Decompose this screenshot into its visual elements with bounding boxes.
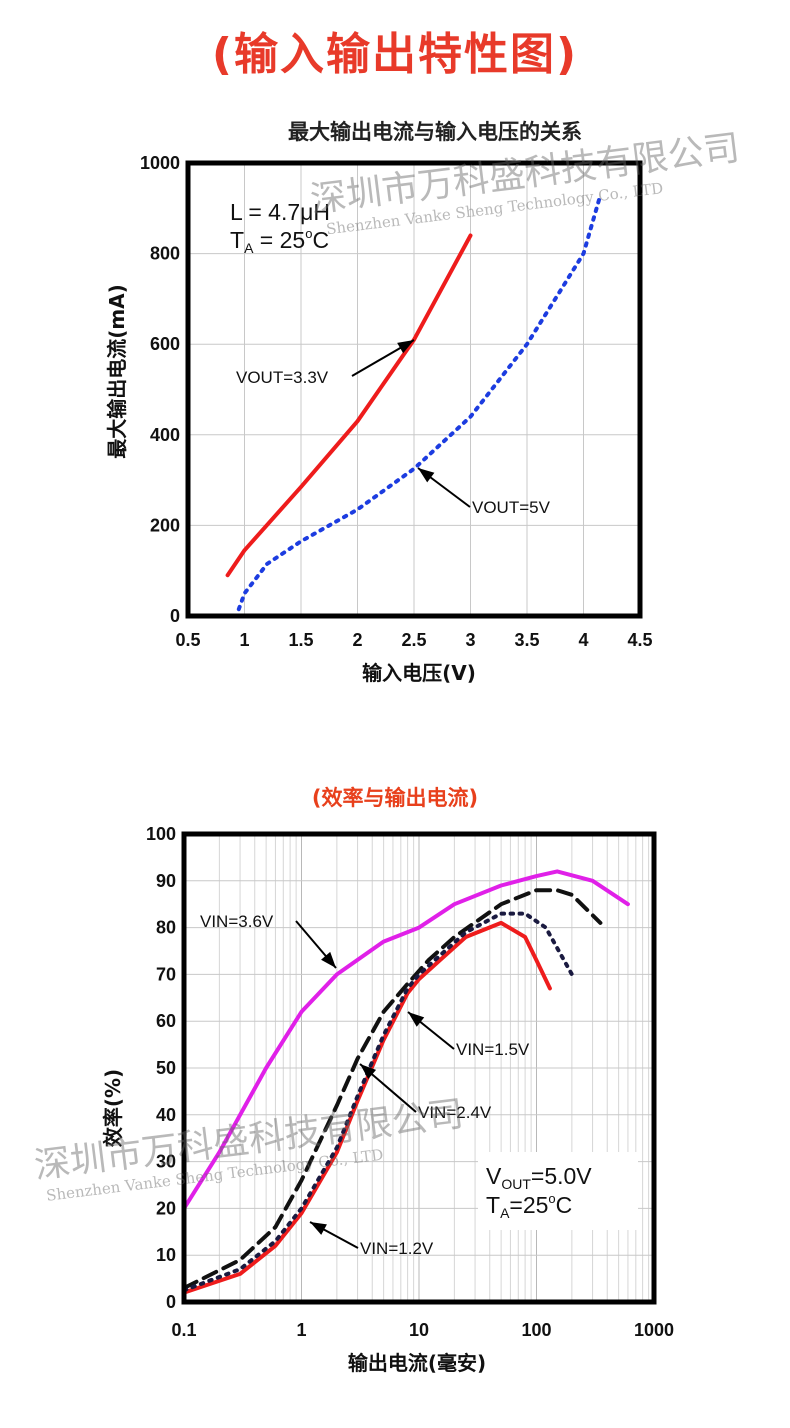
chart2-y-tick-label: 80 (156, 918, 176, 938)
chart1-ticks: 0.5 1 1.5 2 2.5 3 3.5 4 4.5 0 200 400 600 800 1000 (140, 153, 653, 650)
chart2-callout-arrow-0 (321, 951, 336, 968)
chart1-callout-arrow-1 (418, 468, 435, 483)
chart2-y-tick-label: 10 (156, 1245, 176, 1265)
chart2-y-tick-label: 20 (156, 1198, 176, 1218)
chart1-conditions-annotation: L = 4.7μH TA = 25oC (230, 199, 330, 256)
chart1-x-tick-label: 4.5 (627, 630, 652, 650)
chart1-y-tick-label: 400 (150, 425, 180, 445)
chart2-y-tick-label: 40 (156, 1105, 176, 1125)
chart1-callout-arrow-0 (397, 340, 414, 354)
chart1-x-tick-label: 1 (239, 630, 249, 650)
chart2: 0.1 1 10 100 1000 0 10 20 30 40 50 60 70 80 90 100 输出电流… (101, 824, 674, 1375)
chart2-y-axis-label: 效率(%) (101, 1069, 125, 1147)
chart2-series-label-2: VIN=1.5V (456, 1040, 530, 1059)
chart1-y-tick-label: 1000 (140, 153, 180, 173)
watermark-bottom: 深圳市万科盛科技有限公司 Shenzhen Vanke Sheng Techno… (32, 1094, 466, 1205)
chart2-y-tick-label: 70 (156, 964, 176, 984)
chart2-x-tick-label: 10 (409, 1320, 429, 1340)
chart2-callout-arrow-3 (310, 1222, 327, 1235)
chart1-series-line-0 (225, 233, 473, 578)
chart1-y-tick-label: 0 (170, 606, 180, 626)
chart1-grid (188, 163, 640, 616)
chart2-title: (效率与输出电流) (311, 786, 479, 810)
chart1-title: 最大输出电流与输入电压的关系 (288, 120, 582, 144)
chart1-temperature-label: TA = 25oC (230, 226, 329, 256)
chart2-callout-arrow-2 (408, 1012, 425, 1027)
chart1-series-callouts: VOUT=3.3V VOUT=5V (236, 339, 551, 517)
chart2-grid (184, 834, 654, 1302)
chart2-ticks: 0.1 1 10 100 1000 0 10 20 30 40 50 60 70 80 90 100 (146, 824, 674, 1340)
chart2-y-tick-label: 90 (156, 871, 176, 891)
chart2-annotation-bg (478, 1152, 638, 1230)
chart2-series-callouts: VIN=3.6V VIN=2.4V VIN=1.5V VIN=1.2V (200, 912, 530, 1258)
chart2-callout-arrow-1 (360, 1064, 377, 1079)
chart1-x-tick-label: 0.5 (175, 630, 200, 650)
chart1-series-label-1: VOUT=5V (472, 498, 551, 517)
chart1: 0.5 1 1.5 2 2.5 3 3.5 4 4.5 0 200 400 600 800 1000 输入电… (105, 153, 653, 685)
chart1-series-label-0: VOUT=3.3V (236, 368, 329, 387)
chart1-series-line-1 (236, 192, 603, 612)
chart2-conditions-annotation: VOUT=5.0V TA=25oC (478, 1152, 638, 1230)
chart1-y-axis-label: 最大输出电流(mA) (105, 284, 129, 459)
chart1-x-tick-label: 2.5 (401, 630, 426, 650)
chart1-x-tick-label: 3.5 (514, 630, 539, 650)
chart1-y-tick-label: 200 (150, 515, 180, 535)
chart1-x-axis-label: 输入电压(V) (362, 661, 476, 685)
chart2-series-label-0: VIN=3.6V (200, 912, 274, 931)
chart2-series-line-3 (182, 911, 574, 1293)
chart1-x-tick-label: 2 (352, 630, 362, 650)
chart2-x-axis-label: 输出电流(毫安) (348, 1351, 486, 1375)
chart1-plot-frame (185, 160, 643, 619)
chart2-series-line-1 (182, 888, 603, 1290)
chart1-x-tick-label: 1.5 (288, 630, 313, 650)
chart2-series-line-2 (182, 920, 552, 1295)
chart2-plot-frame (181, 831, 657, 1305)
chart1-inductance-label: L = 4.7μH (230, 199, 330, 225)
chart2-series (182, 869, 630, 1295)
chart2-x-tick-label: 1000 (634, 1320, 674, 1340)
chart2-x-tick-label: 100 (521, 1320, 551, 1340)
chart2-series-line-0 (182, 869, 630, 1211)
chart1-y-tick-label: 600 (150, 334, 180, 354)
chart2-y-tick-label: 60 (156, 1011, 176, 1031)
chart1-x-tick-label: 3 (465, 630, 475, 650)
chart2-y-tick-label: 100 (146, 824, 176, 844)
chart2-temperature-label: TA=25oC (486, 1191, 572, 1221)
chart1-y-tick-label: 800 (150, 244, 180, 264)
watermark-top: 深圳市万科盛科技有限公司 Shenzhen Vanke Sheng Techno… (308, 128, 742, 239)
chart2-vout-label: VOUT=5.0V (486, 1163, 592, 1192)
page-title: (输入输出特性图) (211, 29, 579, 80)
chart2-series-label-3: VIN=1.2V (360, 1239, 434, 1258)
chart2-y-tick-label: 30 (156, 1152, 176, 1172)
chart2-series-label-1: VIN=2.4V (418, 1103, 492, 1122)
chart2-y-tick-label: 0 (166, 1292, 176, 1312)
chart2-y-tick-label: 50 (156, 1058, 176, 1078)
chart2-x-tick-label: 0.1 (171, 1320, 196, 1340)
chart1-series (225, 192, 603, 612)
chart1-x-tick-label: 4 (578, 630, 588, 650)
chart2-x-tick-label: 1 (296, 1320, 306, 1340)
